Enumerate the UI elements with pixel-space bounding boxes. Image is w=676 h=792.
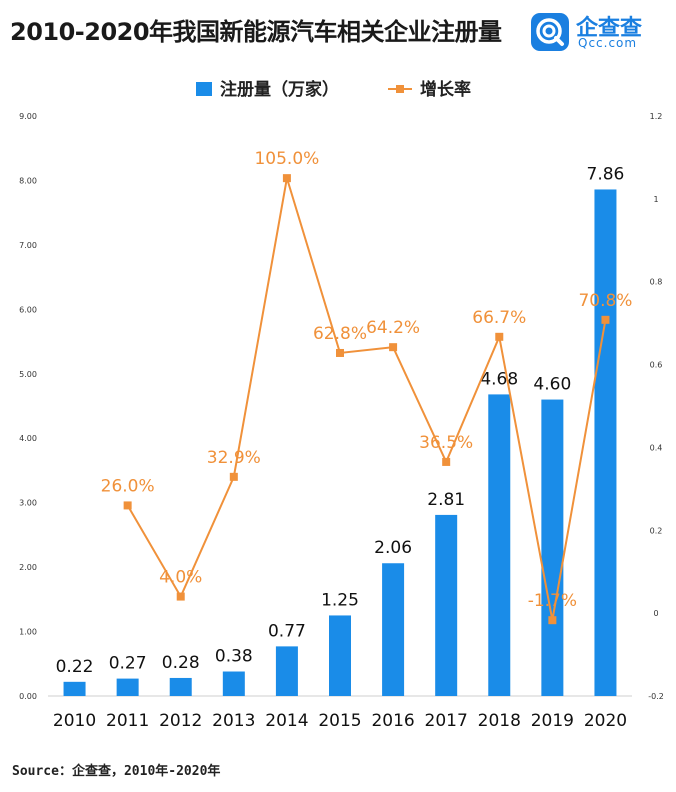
- bar-value-label: 0.38: [215, 647, 253, 667]
- legend-line-label: 增长率: [420, 79, 471, 100]
- x-tick-label: 2016: [371, 711, 414, 731]
- bar-2016: [382, 563, 405, 696]
- bar-2011: [116, 678, 139, 696]
- bar-2010: [63, 681, 86, 696]
- growth-label: -1.7%: [528, 591, 577, 611]
- qcc-logo-icon: [531, 13, 569, 51]
- bar-value-label: 7.86: [587, 164, 625, 184]
- growth-label: 32.9%: [207, 448, 261, 468]
- growth-point-2020: [601, 315, 610, 324]
- growth-label: 105.0%: [254, 149, 319, 169]
- x-tick-label: 2017: [425, 711, 468, 731]
- growth-point-2016: [389, 343, 398, 352]
- y-left-tick-label: 5.00: [19, 370, 37, 379]
- bar-value-label: 2.06: [374, 538, 412, 558]
- legend-bar-label: 注册量（万家）: [220, 79, 339, 100]
- growth-label: 4.0%: [159, 568, 202, 588]
- y-right-tick-label: 0.4: [650, 443, 663, 452]
- growth-point-2013: [229, 472, 238, 481]
- bar-value-label: 4.68: [480, 369, 518, 389]
- x-tick-label: 2020: [584, 711, 627, 731]
- growth-point-2012: [176, 592, 185, 601]
- y-left-tick-label: 3.00: [19, 499, 37, 508]
- growth-label: 66.7%: [472, 308, 526, 328]
- bar-value-label: 0.22: [56, 657, 94, 677]
- y-right-tick-label: 1: [653, 195, 658, 204]
- y-left-tick-label: 7.00: [19, 241, 37, 250]
- bar-value-label: 2.81: [427, 490, 465, 510]
- growth-point-2018: [495, 332, 504, 341]
- x-tick-label: 2014: [265, 711, 308, 731]
- x-tick-label: 2019: [531, 711, 574, 731]
- x-tick-label: 2015: [318, 711, 361, 731]
- logo-subtext: Qcc.com: [578, 36, 638, 50]
- y-left-tick-label: 6.00: [19, 305, 37, 314]
- growth-point-2017: [442, 457, 451, 466]
- x-tick-label: 2012: [159, 711, 202, 731]
- y-left-tick-label: 8.00: [19, 176, 37, 185]
- legend-line-marker: [396, 85, 404, 93]
- x-tick-label: 2010: [53, 711, 96, 731]
- y-right-tick-label: 0.2: [650, 526, 663, 535]
- logo-text: 企查查: [576, 16, 643, 41]
- legend-bar-swatch: [196, 82, 212, 96]
- growth-label: 64.2%: [366, 318, 420, 338]
- bar-2012: [169, 677, 192, 696]
- chart-title: 2010-2020年我国新能源汽车相关企业注册量: [10, 18, 502, 46]
- bar-2015: [329, 615, 351, 696]
- y-left-tick-label: 4.00: [19, 434, 37, 443]
- chart-area: 注册量（万家） 增长率 0.00 1.00 2.00 3.00 4.00 5.00 6.00 7.…: [19, 79, 664, 731]
- x-tick-label: 2018: [478, 711, 521, 731]
- growth-point-2015: [336, 348, 344, 357]
- growth-point-2014: [282, 174, 291, 183]
- bar-2018: [488, 394, 511, 696]
- bar-2014: [275, 646, 298, 696]
- bar-value-label: 0.77: [268, 621, 306, 641]
- header: 2010-2020年我国新能源汽车相关企业注册量 企查查 Qcc.com: [0, 0, 676, 62]
- bar-2017: [435, 514, 458, 696]
- growth-point-2011: [123, 501, 132, 510]
- growth-label: 70.8%: [578, 291, 632, 311]
- bar-2013: [222, 671, 245, 696]
- growth-label: 26.0%: [101, 476, 155, 496]
- y-right-tick-label: 1.2: [650, 112, 663, 121]
- source-note: Source：企查查，2010年-2020年: [12, 764, 221, 779]
- bar-value-label: 0.27: [109, 654, 147, 674]
- brand-logo: 企查查 Qcc.com: [530, 10, 670, 54]
- x-tick-label: 2013: [212, 711, 255, 731]
- y-right-tick-label: 0.8: [650, 278, 663, 287]
- bar-value-label: 1.25: [321, 590, 359, 610]
- bar-value-label: 0.28: [162, 653, 200, 673]
- y-right-tick-label: 0: [653, 609, 658, 618]
- growth-rate-line: [126, 177, 607, 621]
- y-left-tick-label: 0.00: [19, 692, 37, 701]
- growth-label: 62.8%: [313, 324, 367, 344]
- bar-value-label: 4.60: [533, 375, 571, 395]
- bar-2019: [541, 399, 564, 696]
- growth-label: 36.5%: [419, 433, 473, 453]
- growth-point-2019: [548, 616, 557, 625]
- bar-2020: [594, 189, 617, 696]
- x-tick-label: 2011: [106, 711, 149, 731]
- y-right-tick-label: -0.2: [648, 692, 664, 701]
- y-left-tick-label: 1.00: [19, 628, 37, 637]
- y-left-tick-label: 2.00: [19, 563, 37, 572]
- y-left-tick-label: 9.00: [19, 112, 37, 121]
- y-right-tick-label: 0.6: [650, 361, 663, 370]
